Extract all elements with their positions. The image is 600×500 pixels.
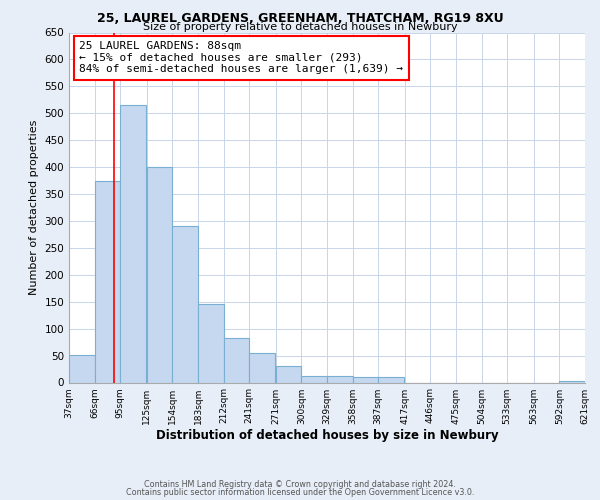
Text: Contains HM Land Registry data © Crown copyright and database right 2024.: Contains HM Land Registry data © Crown c… — [144, 480, 456, 489]
Bar — [95, 180, 120, 382]
Text: 25, LAUREL GARDENS, GREENHAM, THATCHAM, RG19 8XU: 25, LAUREL GARDENS, GREENHAM, THATCHAM, … — [97, 12, 503, 26]
Bar — [301, 376, 327, 382]
Text: Contains public sector information licensed under the Open Government Licence v3: Contains public sector information licen… — [126, 488, 474, 497]
Bar — [224, 338, 249, 382]
Bar — [276, 366, 301, 382]
Bar — [378, 377, 404, 382]
Bar — [559, 381, 585, 382]
Text: 25 LAUREL GARDENS: 88sqm
← 15% of detached houses are smaller (293)
84% of semi-: 25 LAUREL GARDENS: 88sqm ← 15% of detach… — [79, 42, 403, 74]
Bar — [120, 105, 146, 382]
Bar — [172, 226, 198, 382]
Text: Size of property relative to detached houses in Newbury: Size of property relative to detached ho… — [143, 22, 457, 32]
Bar — [147, 167, 172, 382]
X-axis label: Distribution of detached houses by size in Newbury: Distribution of detached houses by size … — [155, 430, 499, 442]
Bar — [249, 353, 275, 382]
Bar — [327, 376, 353, 382]
Y-axis label: Number of detached properties: Number of detached properties — [29, 120, 39, 295]
Bar — [69, 354, 95, 382]
Bar — [353, 377, 378, 382]
Bar — [198, 304, 224, 382]
